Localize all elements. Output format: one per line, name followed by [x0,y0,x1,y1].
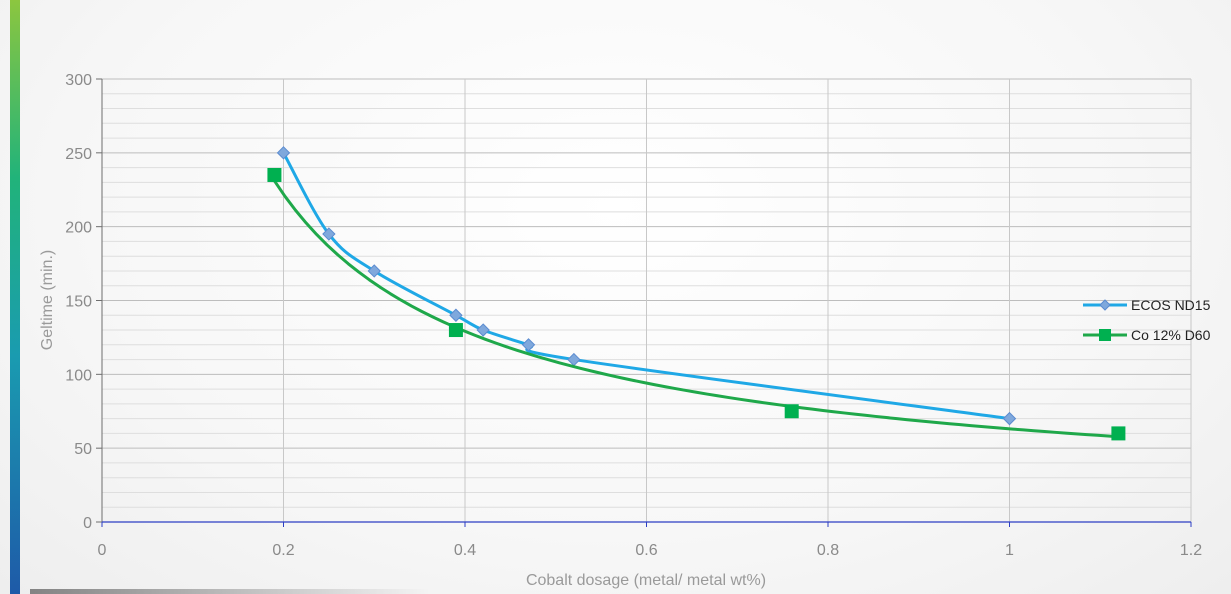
legend-label: ECOS ND15 [1131,297,1211,313]
data-point-diamond [567,352,581,367]
data-point-diamond [322,227,336,241]
legend-marker-diamond [1099,299,1111,311]
y-tick-label: 100 [65,367,92,384]
data-point-diamond [276,146,291,160]
legend-marker-square [1099,329,1111,341]
accent-bar [10,0,20,594]
y-tick-label: 50 [74,441,92,458]
data-point-square [784,404,799,419]
x-axis-title: Cobalt dosage (metal/ metal wt%) [526,572,766,589]
y-tick-label: 300 [65,72,92,89]
bottom-shadow [30,589,430,594]
y-tick-labels: 0 50 100 150 200 250 300 [65,72,92,532]
gridlines [102,78,1192,523]
y-tick-label: 250 [65,146,92,163]
x-tick-label: 0.4 [454,542,476,559]
y-tick-label: 150 [65,294,92,311]
data-point-square [1111,426,1126,441]
x-tick-label: 0 [98,542,107,559]
x-tick-label: 1.2 [1180,542,1202,559]
x-tick-label: 0.2 [272,542,294,559]
series-line-1 [273,179,1119,439]
axes [96,78,1192,527]
y-tick-label: 200 [65,220,92,237]
legend: ECOS ND15 Co 12% D60 [1083,297,1211,343]
data-point-square [448,323,463,338]
series-group [267,146,1126,441]
x-tick-label: 1 [1005,542,1014,559]
data-point-diamond [1002,411,1017,426]
data-point-diamond [521,338,536,352]
legend-label: Co 12% D60 [1131,327,1211,343]
data-point-diamond [367,264,381,278]
data-point-diamond [476,323,490,337]
x-tick-label: 0.6 [635,542,657,559]
data-point-diamond [449,308,463,322]
x-tick-labels: 0 0.2 0.4 0.6 0.8 1 1.2 [98,542,1203,559]
y-axis-title: Geltime (min.) [39,250,56,350]
x-tick-label: 0.8 [817,542,839,559]
data-point-square [267,167,282,182]
y-tick-label: 0 [83,515,92,532]
